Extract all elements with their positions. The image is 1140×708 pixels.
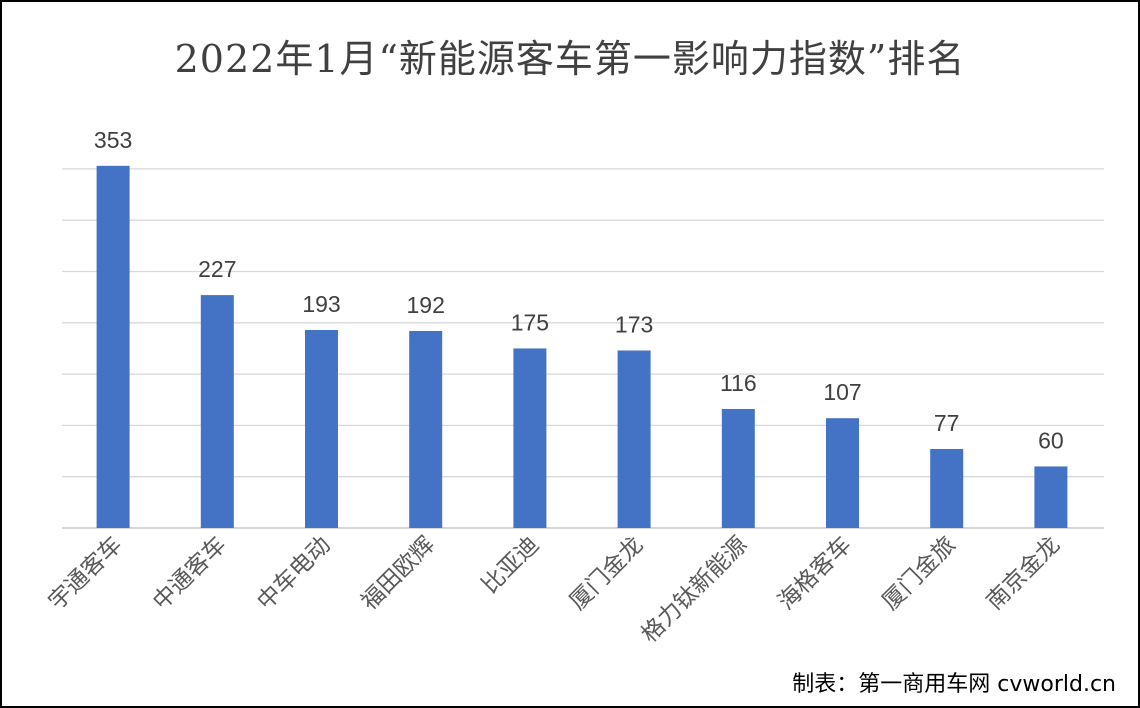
data-label: 192 — [407, 292, 445, 318]
data-label: 353 — [94, 127, 132, 153]
bar — [513, 348, 547, 528]
data-label: 60 — [1038, 427, 1064, 453]
x-tick-label: 比亚迪 — [477, 532, 544, 599]
x-tick-label: 海格客车 — [773, 532, 856, 615]
bar — [409, 331, 443, 528]
data-label: 77 — [934, 410, 960, 436]
x-tick-label: 福田欧辉 — [357, 532, 440, 615]
data-label: 193 — [302, 291, 340, 317]
x-tick-label: 宇通客车 — [44, 532, 127, 615]
data-label: 175 — [511, 309, 549, 335]
bar — [96, 165, 130, 528]
bar — [721, 408, 755, 528]
x-tick-label: 厦门金龙 — [565, 532, 648, 615]
bar — [826, 418, 859, 528]
data-label: 173 — [615, 312, 653, 338]
credit-text: 制表：第一商用车网 cvworld.cn — [792, 672, 1116, 697]
chart-title: 2022年1月“新能源客车第一影响力指数”排名 — [174, 37, 966, 81]
x-tick-label: 中通客车 — [148, 532, 231, 615]
x-tick-label: 中车电动 — [252, 532, 335, 615]
data-label: 227 — [198, 256, 236, 282]
bar — [930, 448, 964, 528]
bar — [200, 295, 234, 528]
x-tick-label: 南京金龙 — [982, 532, 1065, 615]
data-label: 107 — [823, 379, 861, 405]
bar — [617, 350, 651, 528]
x-tick-label: 厦门金旅 — [878, 532, 961, 615]
data-label: 116 — [720, 370, 757, 396]
bar — [305, 329, 338, 528]
x-tick-label: 格力钛新能源 — [637, 532, 753, 648]
bar — [1034, 466, 1068, 528]
